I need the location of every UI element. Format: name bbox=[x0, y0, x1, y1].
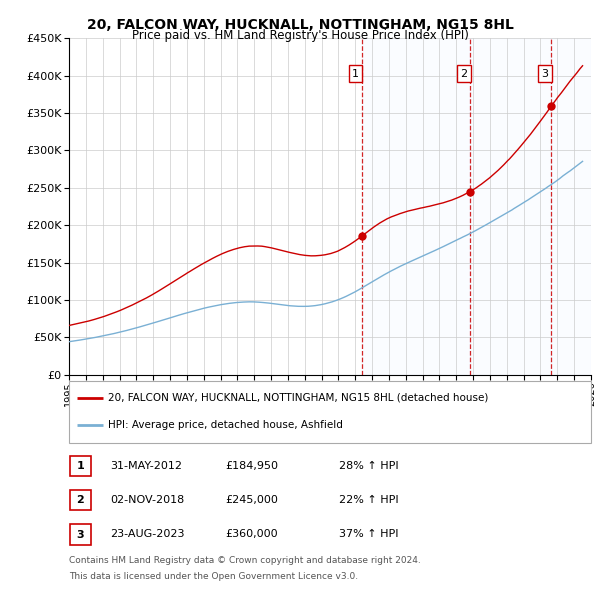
Text: £184,950: £184,950 bbox=[225, 461, 278, 470]
FancyBboxPatch shape bbox=[69, 381, 591, 442]
Text: Price paid vs. HM Land Registry's House Price Index (HPI): Price paid vs. HM Land Registry's House … bbox=[131, 30, 469, 42]
Text: 37% ↑ HPI: 37% ↑ HPI bbox=[339, 529, 398, 539]
Text: 28% ↑ HPI: 28% ↑ HPI bbox=[339, 461, 398, 470]
Text: 3: 3 bbox=[77, 530, 84, 539]
Text: Contains HM Land Registry data © Crown copyright and database right 2024.: Contains HM Land Registry data © Crown c… bbox=[69, 556, 421, 565]
Text: 31-MAY-2012: 31-MAY-2012 bbox=[110, 461, 182, 470]
Bar bbox=[470, 38, 551, 375]
Bar bbox=[362, 38, 470, 375]
Text: 2: 2 bbox=[77, 496, 84, 505]
FancyBboxPatch shape bbox=[70, 490, 91, 510]
Text: 22% ↑ HPI: 22% ↑ HPI bbox=[339, 495, 398, 504]
Text: 1: 1 bbox=[352, 68, 359, 78]
Text: £360,000: £360,000 bbox=[225, 529, 278, 539]
FancyBboxPatch shape bbox=[70, 456, 91, 476]
Text: 20, FALCON WAY, HUCKNALL, NOTTINGHAM, NG15 8HL: 20, FALCON WAY, HUCKNALL, NOTTINGHAM, NG… bbox=[86, 18, 514, 32]
Bar bbox=[551, 38, 591, 375]
Text: HPI: Average price, detached house, Ashfield: HPI: Average price, detached house, Ashf… bbox=[108, 420, 343, 430]
FancyBboxPatch shape bbox=[70, 525, 91, 545]
Text: 3: 3 bbox=[541, 68, 548, 78]
Text: 20, FALCON WAY, HUCKNALL, NOTTINGHAM, NG15 8HL (detached house): 20, FALCON WAY, HUCKNALL, NOTTINGHAM, NG… bbox=[108, 393, 488, 403]
Text: £245,000: £245,000 bbox=[225, 495, 278, 504]
Text: 2: 2 bbox=[460, 68, 467, 78]
Text: 1: 1 bbox=[77, 461, 84, 471]
Text: This data is licensed under the Open Government Licence v3.0.: This data is licensed under the Open Gov… bbox=[69, 572, 358, 581]
Text: 02-NOV-2018: 02-NOV-2018 bbox=[110, 495, 184, 504]
Text: 23-AUG-2023: 23-AUG-2023 bbox=[110, 529, 184, 539]
